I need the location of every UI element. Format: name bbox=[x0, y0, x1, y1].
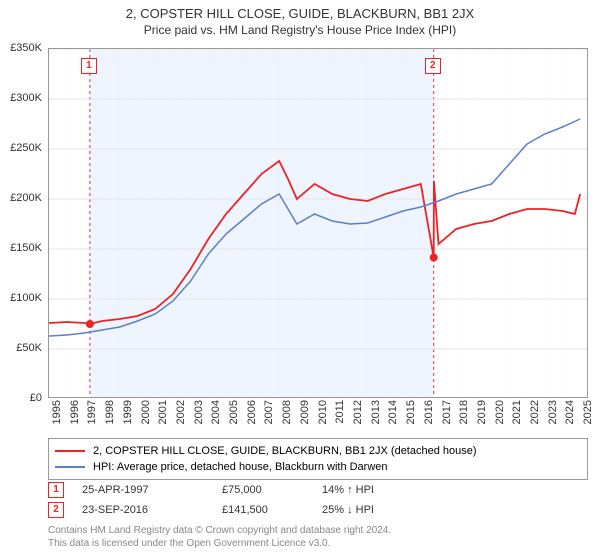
x-axis-label: 2023 bbox=[547, 400, 559, 424]
x-axis-label: 2018 bbox=[458, 400, 470, 424]
x-axis-label: 2003 bbox=[193, 400, 205, 424]
x-axis-label: 2015 bbox=[405, 400, 417, 424]
x-axis-label: 2022 bbox=[529, 400, 541, 424]
x-axis-label: 2008 bbox=[281, 400, 293, 424]
legend-line-icon bbox=[55, 466, 85, 468]
x-axis-label: 2009 bbox=[299, 400, 311, 424]
sale-marker: 2 bbox=[425, 58, 441, 74]
chart-area: £0£50K£100K£150K£200K£250K£300K£350K 199… bbox=[48, 48, 588, 398]
x-axis-label: 2002 bbox=[175, 400, 187, 424]
x-axis-label: 2011 bbox=[334, 400, 346, 424]
y-axis-label: £350K bbox=[10, 42, 42, 54]
sales-table: 1 25-APR-1997£75,00014% ↑ HPI 2 23-SEP-2016… bbox=[48, 480, 442, 520]
sale-price: £141,500 bbox=[222, 504, 322, 516]
sale-date: 25-APR-1997 bbox=[82, 484, 222, 496]
chart-container: 2, COPSTER HILL CLOSE, GUIDE, BLACKBURN,… bbox=[0, 0, 600, 560]
x-axis-label: 2013 bbox=[370, 400, 382, 424]
y-axis-label: £50K bbox=[16, 342, 42, 354]
y-axis-label: £250K bbox=[10, 142, 42, 154]
x-axis-label: 2019 bbox=[476, 400, 488, 424]
footer-line-1: Contains HM Land Registry data © Crown c… bbox=[48, 524, 391, 537]
sale-date: 23-SEP-2016 bbox=[82, 504, 222, 516]
sale-marker: 1 bbox=[81, 58, 97, 74]
y-axis-label: £300K bbox=[10, 92, 42, 104]
x-axis-label: 1998 bbox=[104, 400, 116, 424]
x-axis-label: 2004 bbox=[210, 400, 222, 424]
legend-item: 2, COPSTER HILL CLOSE, GUIDE, BLACKBURN,… bbox=[55, 443, 581, 459]
sale-row: 2 23-SEP-2016£141,50025% ↓ HPI bbox=[48, 500, 442, 520]
sale-marker-icon: 1 bbox=[48, 482, 64, 498]
x-axis-label: 1995 bbox=[51, 400, 63, 424]
sale-hpi: 25% ↓ HPI bbox=[322, 504, 442, 516]
legend-label: HPI: Average price, detached house, Blac… bbox=[93, 461, 388, 473]
legend-line-icon bbox=[55, 450, 85, 452]
x-axis-label: 2007 bbox=[263, 400, 275, 424]
x-axis-label: 2021 bbox=[511, 400, 523, 424]
footer-line-2: This data is licensed under the Open Gov… bbox=[48, 537, 391, 550]
sale-marker-icon: 2 bbox=[48, 502, 64, 518]
y-axis-label: £0 bbox=[30, 392, 42, 404]
x-axis-label: 2020 bbox=[494, 400, 506, 424]
legend: 2, COPSTER HILL CLOSE, GUIDE, BLACKBURN,… bbox=[48, 438, 588, 480]
sale-hpi: 14% ↑ HPI bbox=[322, 484, 442, 496]
sale-price: £75,000 bbox=[222, 484, 322, 496]
x-axis-label: 2005 bbox=[228, 400, 240, 424]
x-axis-label: 2006 bbox=[246, 400, 258, 424]
footer-attribution: Contains HM Land Registry data © Crown c… bbox=[48, 524, 391, 550]
sale-row: 1 25-APR-1997£75,00014% ↑ HPI bbox=[48, 480, 442, 500]
x-axis-label: 1999 bbox=[122, 400, 134, 424]
y-axis-label: £100K bbox=[10, 292, 42, 304]
x-axis-label: 2001 bbox=[157, 400, 169, 424]
legend-label: 2, COPSTER HILL CLOSE, GUIDE, BLACKBURN,… bbox=[93, 445, 477, 457]
x-axis-label: 2010 bbox=[317, 400, 329, 424]
x-axis-label: 2012 bbox=[352, 400, 364, 424]
x-axis-label: 2025 bbox=[582, 400, 594, 424]
chart-plot bbox=[48, 48, 588, 398]
x-axis-label: 2024 bbox=[564, 400, 576, 424]
y-axis-label: £200K bbox=[10, 192, 42, 204]
x-axis-label: 1997 bbox=[86, 400, 98, 424]
chart-subtitle: Price paid vs. HM Land Registry's House … bbox=[0, 21, 600, 43]
legend-item: HPI: Average price, detached house, Blac… bbox=[55, 459, 581, 475]
y-axis-label: £150K bbox=[10, 242, 42, 254]
x-axis-label: 2017 bbox=[441, 400, 453, 424]
x-axis-label: 2014 bbox=[387, 400, 399, 424]
x-axis-label: 1996 bbox=[69, 400, 81, 424]
x-axis-label: 2016 bbox=[423, 400, 435, 424]
x-axis-label: 2000 bbox=[140, 400, 152, 424]
chart-title: 2, COPSTER HILL CLOSE, GUIDE, BLACKBURN,… bbox=[0, 0, 600, 21]
